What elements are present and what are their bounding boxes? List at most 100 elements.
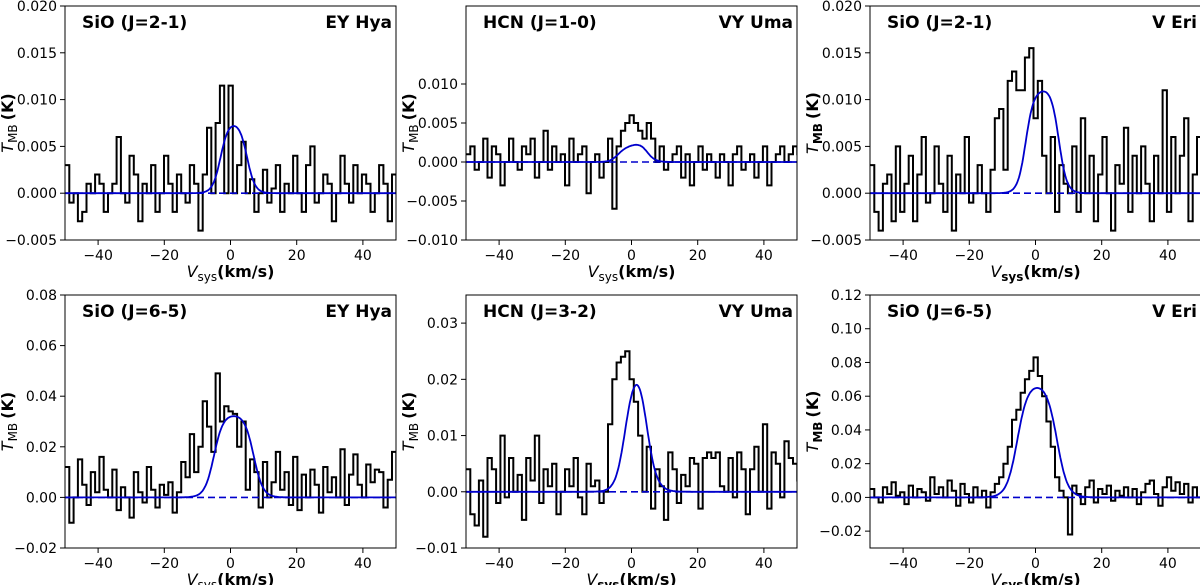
- panel-title: SiO (J=2-1): [887, 13, 992, 33]
- y-axis-label: TMB (K): [0, 93, 20, 152]
- y-tick-label: 0.010: [822, 93, 862, 109]
- x-tick-label: 40: [354, 556, 372, 572]
- panel-5: −40 −20 0 20 40 −0.01 0.00 0.01 0.02 0.03 HCN (J=3…: [399, 294, 798, 585]
- x-axis-label: Vsys(km/s): [586, 570, 676, 585]
- x-tick-label: 20: [689, 248, 707, 264]
- spectrum-histogram: [65, 372, 396, 524]
- y-tick-label: −0.005: [5, 233, 57, 249]
- x-tick-label: −20: [955, 248, 985, 264]
- x-axis-subscript: sys: [198, 578, 218, 585]
- spectrum-histogram: [466, 114, 797, 210]
- y-tick-label: 0.00: [831, 490, 862, 506]
- y-tick-label: 0.005: [17, 139, 57, 155]
- plot-area: [65, 84, 396, 232]
- x-axis-unit: (km/s): [217, 262, 274, 281]
- y-tick-label: −0.01: [415, 541, 458, 557]
- panel-source: EY Hya: [325, 302, 392, 322]
- y-axis-unit: (K): [0, 93, 17, 120]
- x-tick-label: 0: [1031, 556, 1040, 572]
- y-axis-subscript: MB: [407, 423, 421, 442]
- panel-title: HCN (J=1-0): [483, 13, 597, 33]
- y-axis-unit: (K): [399, 93, 418, 120]
- y-tick-label: 0.02: [831, 457, 862, 473]
- y-axis-label: TMB (K): [803, 391, 825, 453]
- x-tick-label: −40: [484, 556, 514, 572]
- y-tick-label: 0.08: [831, 355, 862, 371]
- panel-2: −40 −20 0 20 40 −0.010 −0.005 0.000 0.005 0.010 HC…: [399, 5, 798, 284]
- x-tick-label: −20: [551, 556, 581, 572]
- x-tick-label: 0: [1031, 248, 1040, 264]
- x-tick-label: −20: [551, 248, 581, 264]
- x-axis-subscript: sys: [599, 270, 619, 284]
- y-tick-label: 0.04: [26, 389, 57, 405]
- panel-title: SiO (J=6-5): [82, 302, 187, 322]
- x-tick-label: 20: [1093, 556, 1111, 572]
- y-tick-label: 0.10: [831, 322, 862, 338]
- y-axis-unit: (K): [399, 392, 418, 419]
- x-tick-label: 40: [354, 248, 372, 264]
- panel-6: −40 −20 0 20 40 −0.02 0.00 0.02 0.04 0.06 0.08 0.10…: [803, 288, 1200, 585]
- y-axis-subscript: MB: [6, 124, 20, 143]
- x-axis-unit: (km/s): [618, 262, 675, 281]
- y-tick-label: −0.02: [819, 524, 862, 540]
- y-tick-label: 0.020: [17, 0, 57, 15]
- y-tick-label: 0.015: [17, 46, 57, 62]
- y-axis-symbol: T: [0, 142, 17, 153]
- x-tick-label: −20: [150, 556, 180, 572]
- y-tick-label: 0.08: [26, 288, 57, 304]
- y-axis-unit: (K): [0, 392, 17, 419]
- x-axis-label: Vsys(km/s): [990, 262, 1080, 284]
- y-axis-subscript: MB: [811, 422, 825, 443]
- x-axis-label: Vsys(km/s): [187, 262, 275, 284]
- spectrum-histogram: [870, 356, 1200, 536]
- x-axis-subscript: sys: [1001, 270, 1023, 284]
- x-tick-label: 40: [755, 248, 773, 264]
- y-tick-label: −0.005: [406, 194, 458, 210]
- y-axis-subscript: MB: [811, 123, 825, 144]
- y-tick-label: 0.020: [822, 0, 862, 15]
- x-tick-label: −40: [888, 248, 918, 264]
- x-axis-subscript: sys: [1001, 578, 1023, 585]
- x-axis-symbol: V: [990, 570, 1002, 585]
- y-axis-symbol: T: [0, 440, 17, 451]
- y-tick-label: 0.06: [26, 339, 57, 355]
- y-tick-label: −0.010: [406, 233, 458, 249]
- y-axis-unit: (K): [803, 92, 822, 119]
- x-axis-label: Vsys(km/s): [187, 570, 275, 585]
- y-tick-label: 0.010: [418, 77, 458, 93]
- x-tick-label: 20: [689, 556, 707, 572]
- y-tick-label: 0.00: [26, 490, 57, 506]
- y-axis-label: TMB (K): [399, 392, 421, 451]
- x-tick-label: −20: [150, 248, 180, 264]
- y-axis-subscript: MB: [6, 423, 20, 442]
- x-tick-label: −40: [83, 556, 113, 572]
- y-tick-label: 0.01: [427, 429, 458, 445]
- y-axis-label: TMB (K): [803, 92, 825, 154]
- y-axis-symbol: T: [803, 441, 822, 452]
- y-tick-label: 0.005: [822, 139, 862, 155]
- x-tick-label: 20: [288, 556, 306, 572]
- plot-area: [870, 356, 1200, 536]
- x-axis-unit: (km/s): [1023, 570, 1080, 585]
- plot-area: [466, 114, 797, 210]
- y-tick-label: 0.010: [17, 93, 57, 109]
- y-tick-label: 0.12: [831, 288, 862, 304]
- panel-title: SiO (J=6-5): [887, 302, 992, 322]
- panel-source: EY Hya: [325, 13, 392, 33]
- x-axis-subscript: sys: [597, 578, 619, 585]
- x-axis-unit: (km/s): [217, 570, 274, 585]
- y-tick-label: 0.03: [427, 316, 458, 332]
- y-tick-label: 0.005: [418, 116, 458, 132]
- x-tick-label: −40: [83, 248, 113, 264]
- x-axis-label: Vsys(km/s): [588, 262, 676, 284]
- x-tick-label: 0: [627, 556, 636, 572]
- y-axis-label: TMB (K): [399, 93, 421, 152]
- y-tick-label: 0.015: [822, 46, 862, 62]
- y-tick-label: 0.000: [822, 186, 862, 202]
- y-tick-label: 0.02: [427, 372, 458, 388]
- y-tick-label: 0.04: [831, 423, 862, 439]
- plot-area: [870, 47, 1200, 232]
- panel-source: VY Uma: [719, 13, 793, 33]
- panel-source: V Eri: [1152, 13, 1197, 33]
